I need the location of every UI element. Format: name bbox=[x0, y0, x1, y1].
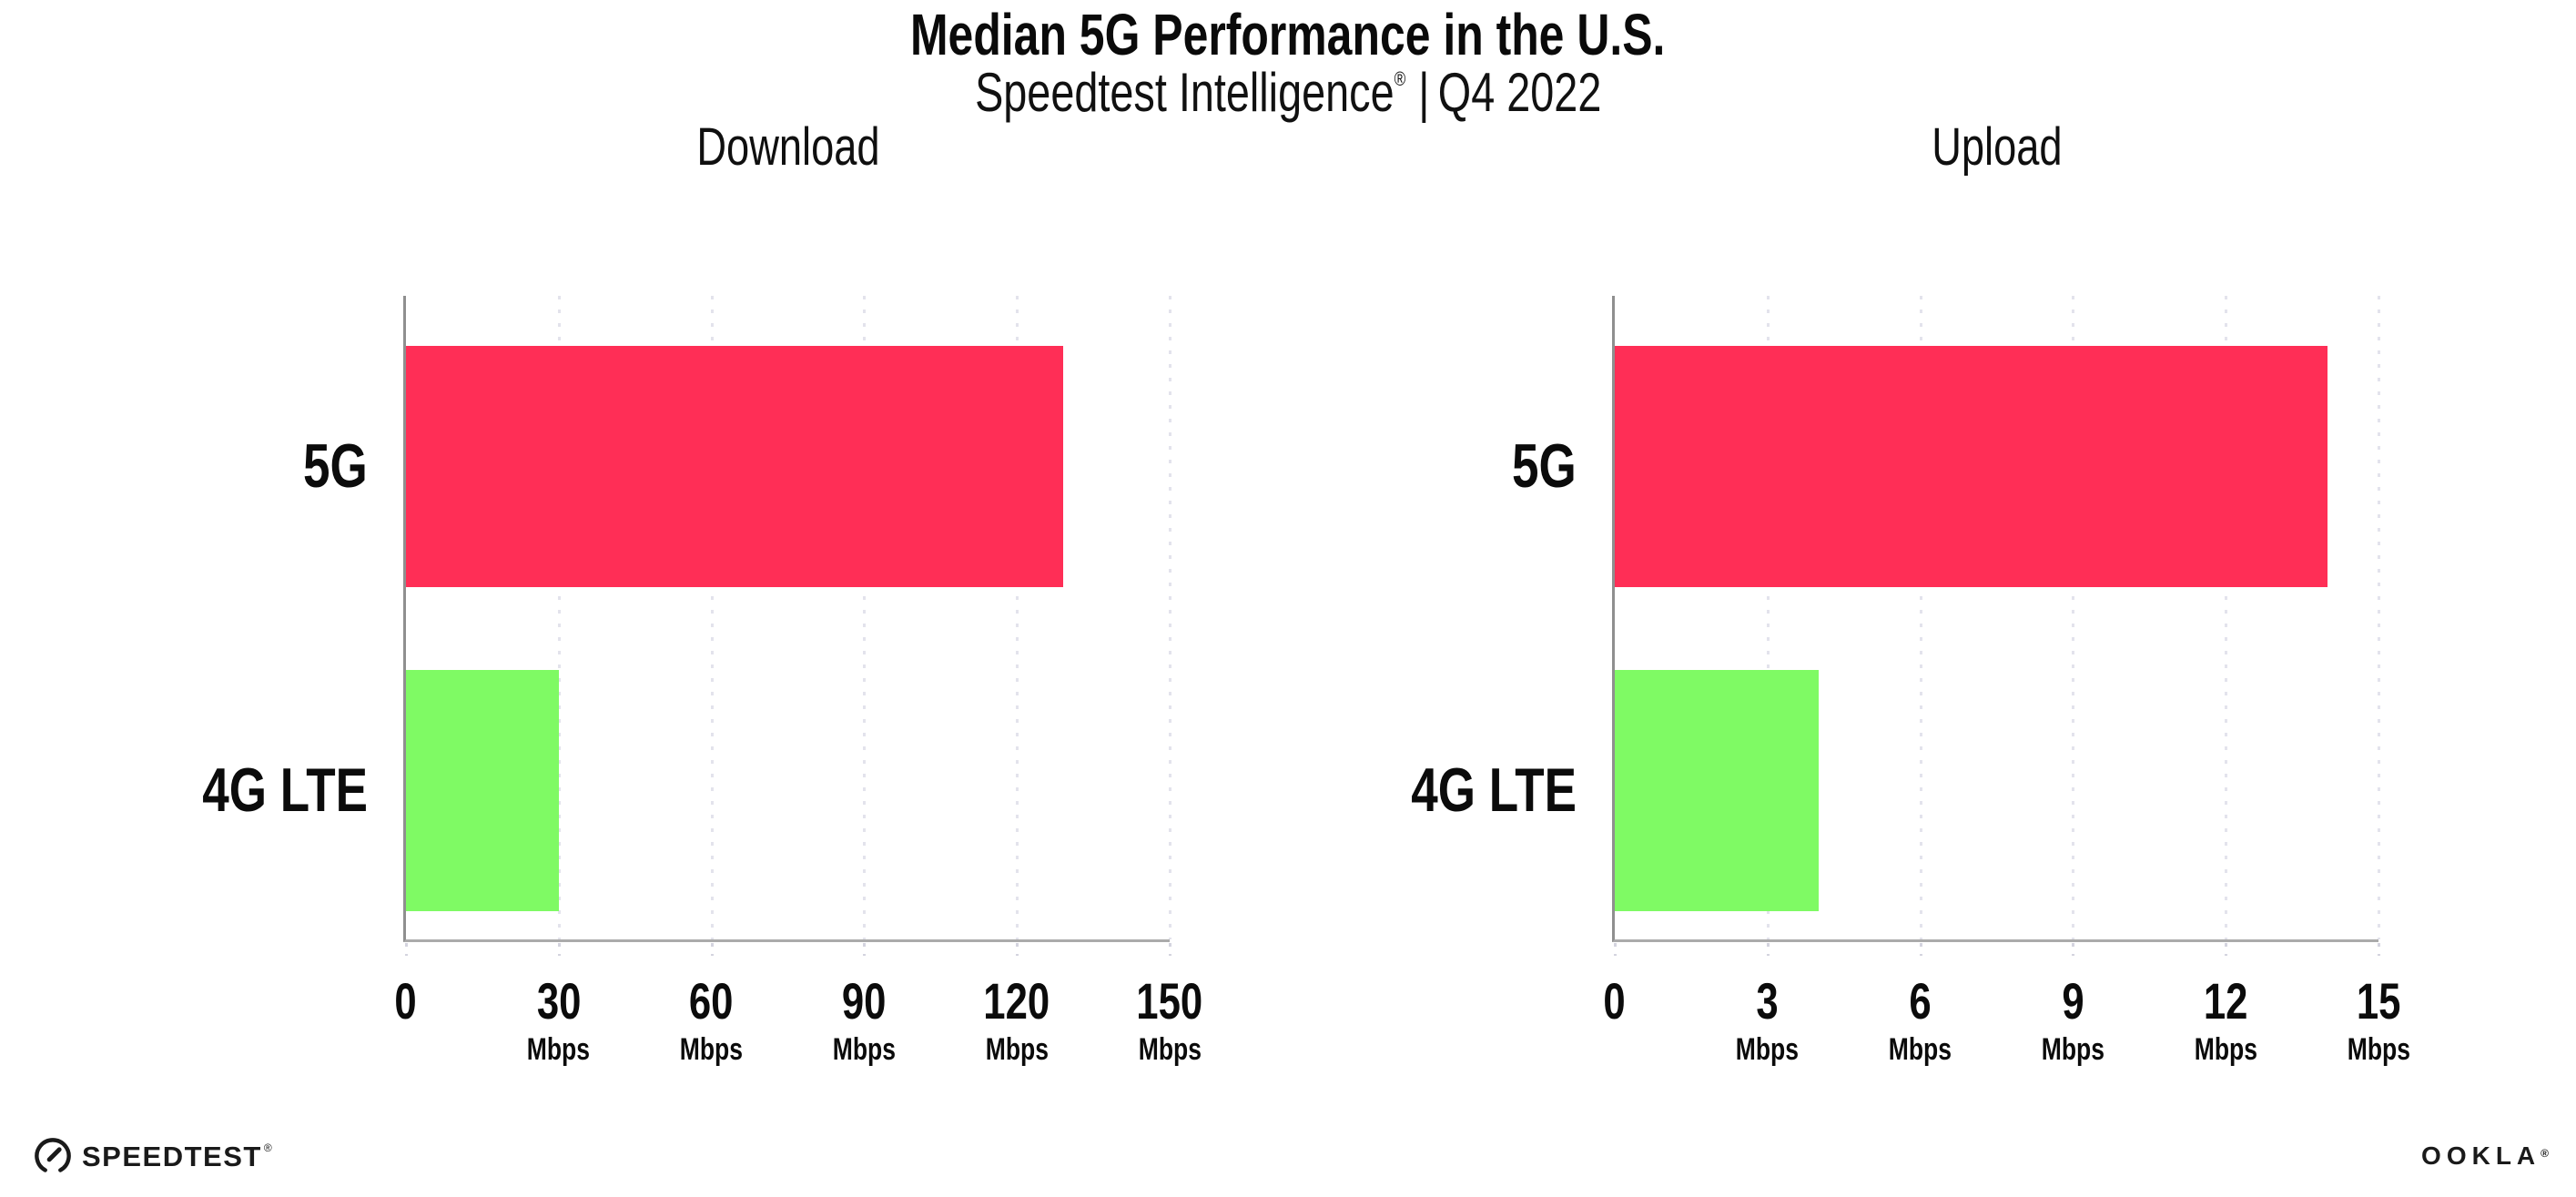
x-tick-label: 150 Mbps bbox=[1136, 972, 1203, 1067]
download-chart-plot-area: Download 0 30 Mbps 60 Mbps 90 Mbps 120 Mbps 150 Mb… bbox=[202, 121, 1202, 1066]
subtitle-brand: Speedtest Intelligence bbox=[974, 62, 1394, 123]
x-tick-label: 6 Mbps bbox=[1888, 972, 1952, 1067]
x-tick-label: 15 Mbps bbox=[2347, 972, 2410, 1067]
axis-tick bbox=[1919, 943, 1922, 956]
x-tick-label: 9 Mbps bbox=[2041, 972, 2105, 1067]
x-tick-label: 3 Mbps bbox=[1736, 972, 1800, 1067]
upload-chart-title: Upload bbox=[1931, 117, 2063, 177]
gridline bbox=[557, 296, 561, 939]
subtitle-period: Q4 2022 bbox=[1437, 62, 1602, 123]
bar-5g bbox=[1615, 346, 2328, 587]
speedtest-gauge-icon bbox=[35, 1138, 71, 1172]
category-label: 4G LTE bbox=[1411, 756, 1577, 825]
x-tick-label: 12 Mbps bbox=[2194, 972, 2257, 1067]
axis-tick bbox=[2072, 943, 2075, 956]
page-title: Median 5G Performance in the U.S. bbox=[910, 2, 1666, 67]
ookla-wordmark: OOKLA bbox=[2421, 1141, 2541, 1170]
gridline bbox=[2225, 296, 2228, 939]
axis-tick bbox=[1614, 943, 1617, 956]
category-label: 5G bbox=[303, 431, 368, 501]
speedtest-registered-mark: ® bbox=[263, 1141, 272, 1154]
gridline bbox=[710, 296, 714, 939]
gridline bbox=[1766, 296, 1770, 939]
bar-4g-lte bbox=[1615, 670, 1819, 911]
subtitle-separator: | bbox=[1418, 62, 1430, 123]
axis-tick bbox=[1016, 943, 1019, 956]
speedtest-logo: SPEEDTEST ® bbox=[33, 1136, 272, 1176]
gridline bbox=[2378, 296, 2380, 939]
x-tick-label: 90 Mbps bbox=[832, 972, 897, 1067]
axis-tick bbox=[863, 943, 867, 956]
axis-tick bbox=[1169, 943, 1171, 956]
x-tick-label: 0 bbox=[394, 972, 418, 1030]
axis-tick bbox=[405, 943, 408, 956]
category-label: 4G LTE bbox=[202, 756, 368, 825]
bar-4g-lte bbox=[406, 670, 559, 911]
axis-tick bbox=[2378, 943, 2380, 956]
upload-chart-plot-area: Upload 0 3 Mbps 6 Mbps 9 Mbps 12 Mbps 15 Mbps 5G 4G … bbox=[1411, 121, 2409, 1066]
axis-tick bbox=[1766, 943, 1770, 956]
category-label: 5G bbox=[1512, 431, 1577, 501]
x-tick-label: 30 Mbps bbox=[527, 972, 591, 1067]
axis-tick bbox=[710, 943, 714, 956]
download-chart-title: Download bbox=[695, 117, 880, 177]
gridline bbox=[1016, 296, 1019, 939]
gridline bbox=[863, 296, 867, 939]
axis-tick bbox=[2225, 943, 2228, 956]
registered-mark: ® bbox=[1394, 67, 1406, 90]
ookla-registered-mark: ® bbox=[2541, 1147, 2549, 1160]
x-tick-label: 0 bbox=[1603, 972, 1627, 1030]
x-tick-label: 120 Mbps bbox=[983, 972, 1050, 1067]
speedtest-wordmark: SPEEDTEST bbox=[82, 1140, 262, 1172]
gridline bbox=[1919, 296, 1922, 939]
page-subtitle: Speedtest Intelligence® | Q4 2022 bbox=[0, 66, 2576, 120]
ookla-logo: OOKLA® bbox=[2421, 1143, 2549, 1169]
gridline bbox=[1169, 296, 1171, 939]
axis-tick bbox=[557, 943, 561, 956]
bar-5g bbox=[406, 346, 1063, 587]
x-tick-label: 60 Mbps bbox=[679, 972, 744, 1067]
gridline bbox=[2072, 296, 2075, 939]
